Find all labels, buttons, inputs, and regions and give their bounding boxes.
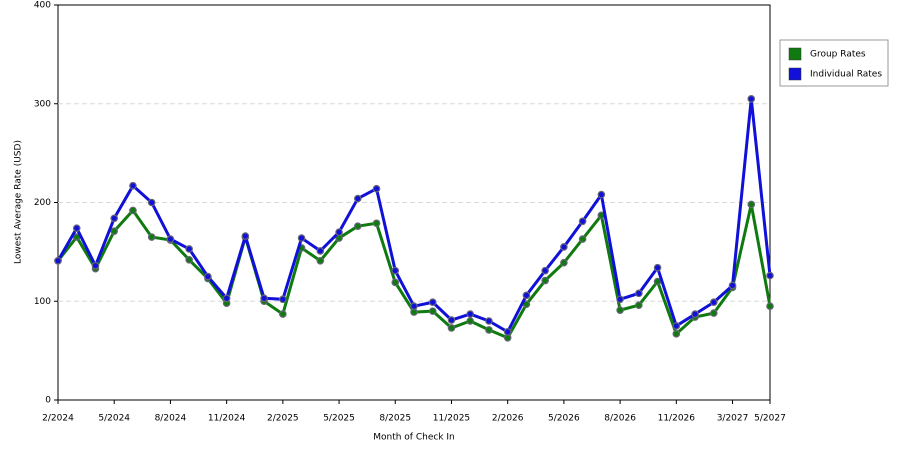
- data-point: [635, 289, 643, 298]
- x-tick-label: 5/2027: [754, 414, 786, 424]
- data-point: [541, 266, 549, 275]
- x-tick-label: 2/2024: [42, 414, 74, 424]
- y-tick-label: 300: [34, 99, 51, 109]
- data-point: [91, 261, 100, 270]
- data-point: [578, 217, 587, 226]
- legend-swatch: [788, 47, 802, 61]
- legend-label: Group Rates: [810, 50, 866, 60]
- data-point: [335, 228, 343, 236]
- data-point: [709, 309, 718, 317]
- x-tick-label: 5/2026: [548, 414, 580, 424]
- data-point: [204, 272, 212, 281]
- x-tick-label: 2/2025: [267, 414, 299, 424]
- data-point: [260, 294, 268, 303]
- data-point: [447, 316, 456, 324]
- data-point: [635, 301, 643, 310]
- data-point: [541, 276, 549, 285]
- data-point: [503, 328, 512, 336]
- data-point: [222, 294, 231, 303]
- data-point: [747, 95, 756, 103]
- data-point: [447, 324, 456, 332]
- y-tick-label: 100: [34, 297, 51, 307]
- x-tick-label: 2/2026: [492, 414, 524, 424]
- data-point: [316, 247, 325, 255]
- data-point: [110, 214, 119, 223]
- legend-swatch: [788, 67, 802, 81]
- x-tick-label: 11/2026: [658, 414, 696, 424]
- legend-label: Individual Rates: [810, 70, 882, 80]
- data-point: [185, 255, 193, 264]
- data-point: [691, 310, 699, 318]
- data-point: [372, 184, 381, 193]
- data-point: [410, 302, 418, 310]
- data-point: [616, 295, 624, 304]
- x-tick-label: 5/2025: [323, 414, 355, 424]
- x-tick-label: 11/2025: [433, 414, 470, 424]
- x-tick-label: 8/2026: [604, 414, 636, 424]
- y-tick-label: 400: [34, 1, 51, 11]
- data-point: [485, 317, 493, 325]
- data-point: [72, 224, 81, 232]
- data-point: [54, 256, 62, 265]
- x-axis-label: Month of Check In: [373, 433, 455, 443]
- data-point: [653, 263, 662, 272]
- x-tick-label: 3/2027: [717, 414, 749, 424]
- data-point: [709, 298, 718, 307]
- data-point: [485, 326, 493, 334]
- data-point: [766, 271, 774, 280]
- data-point: [129, 181, 137, 190]
- data-point: [316, 256, 325, 265]
- data-point: [747, 200, 756, 209]
- data-point: [129, 206, 137, 215]
- data-point: [672, 322, 681, 330]
- data-point: [279, 295, 287, 304]
- data-point: [597, 190, 606, 199]
- data-point: [616, 306, 624, 314]
- data-point: [279, 310, 287, 318]
- data-point: [147, 233, 156, 241]
- data-point: [560, 258, 568, 267]
- data-point: [560, 243, 568, 251]
- x-tick-label: 5/2024: [98, 414, 130, 424]
- x-tick-label: 8/2025: [379, 414, 411, 424]
- data-point: [166, 235, 175, 243]
- data-point: [728, 281, 737, 290]
- data-point: [428, 298, 437, 307]
- data-point: [428, 307, 437, 315]
- data-point: [672, 330, 681, 338]
- data-point: [391, 278, 400, 287]
- data-point: [372, 219, 381, 228]
- x-tick-label: 11/2024: [208, 414, 246, 424]
- data-point: [578, 235, 587, 243]
- data-point: [297, 234, 306, 242]
- data-point: [353, 194, 362, 203]
- data-point: [466, 310, 475, 318]
- data-point: [766, 302, 774, 310]
- data-point: [466, 317, 475, 325]
- data-point: [185, 245, 193, 253]
- data-point: [522, 291, 531, 300]
- y-tick-label: 200: [34, 198, 51, 208]
- data-point: [353, 222, 362, 231]
- x-tick-label: 8/2024: [155, 414, 187, 424]
- y-tick-label: 0: [45, 396, 51, 406]
- data-point: [147, 198, 156, 207]
- y-axis-label: Lowest Average Rate (USD): [14, 140, 24, 264]
- data-point: [391, 266, 400, 275]
- data-point: [110, 227, 119, 235]
- data-point: [241, 232, 250, 240]
